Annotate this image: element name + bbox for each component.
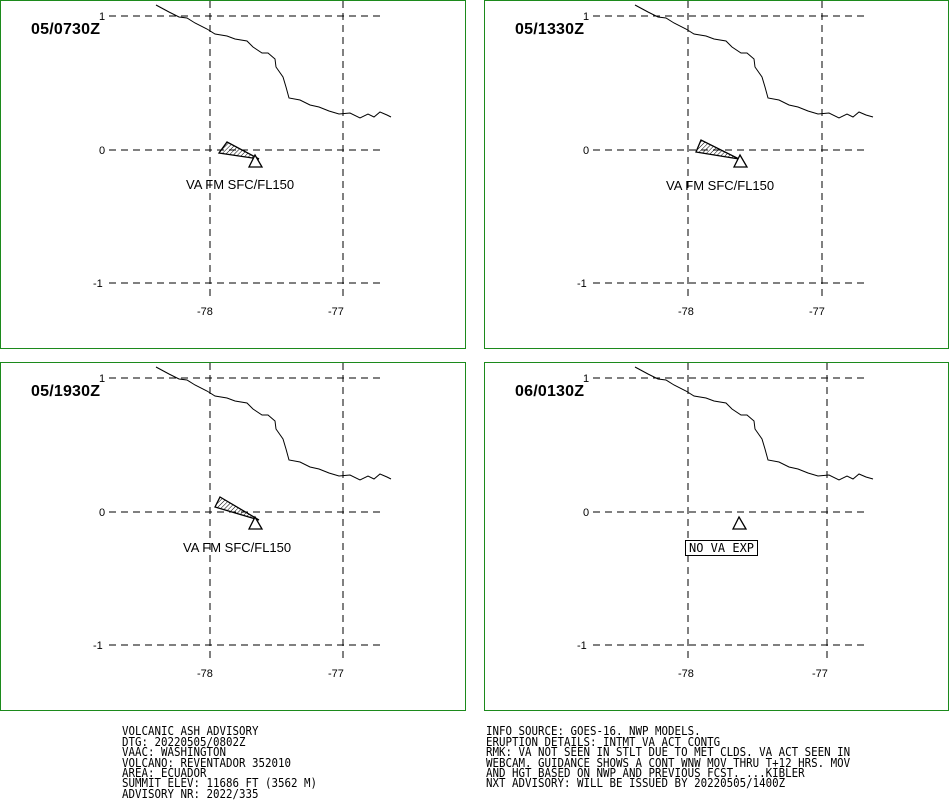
border-line bbox=[155, 366, 392, 481]
ash-plume-icon bbox=[217, 141, 260, 160]
lat-tick-0: 0 bbox=[583, 145, 589, 157]
panel-timestamp: 05/0730Z bbox=[31, 21, 101, 38]
advisory-line: ADVISORY NR: 2022/335 bbox=[122, 786, 259, 801]
map-svg-1: 1 0 -1 -78 -77 bbox=[93, 1, 392, 318]
map-svg-3: 1 0 -1 -78 -77 bbox=[93, 363, 392, 680]
forecast-panel-2: 1 0 -1 -78 -77 05/1330Z VA FM SFC/FL150 bbox=[484, 0, 949, 349]
volcano-icon bbox=[247, 515, 264, 530]
volcano-icon bbox=[732, 153, 749, 168]
lat-tick-minus1: -1 bbox=[577, 640, 587, 652]
advisory-line: SUMMIT ELEV: 11686 FT (3562 M) bbox=[122, 776, 318, 791]
advisory-line: VAAC: WASHINGTON bbox=[122, 745, 227, 760]
map-svg-2: 1 0 -1 -78 -77 bbox=[577, 1, 874, 318]
panel-timestamp: 06/0130Z bbox=[515, 383, 585, 400]
volcano-icon bbox=[731, 515, 748, 530]
ash-label: VA FM SFC/FL150 bbox=[186, 177, 295, 192]
ash-plume-icon bbox=[214, 496, 260, 521]
ash-label: VA FM SFC/FL150 bbox=[183, 540, 292, 555]
advisory-text-right: INFO SOURCE: GOES-16. NWP MODELS. ERUPTIO… bbox=[486, 716, 850, 799]
map-svg-4: 1 0 -1 -78 -77 bbox=[577, 363, 874, 680]
forecast-panel-1: 1 0 -1 -78 -77 05/0730Z VA FM SFC/FL150 bbox=[0, 0, 466, 349]
advisory-text-left: VOLCANIC ASH ADVISORY DTG: 20220505/0802Z… bbox=[122, 716, 317, 810]
border-line bbox=[634, 4, 874, 119]
advisory-line: DTG: 20220505/0802Z bbox=[122, 734, 246, 749]
ash-plume-icon bbox=[695, 139, 740, 160]
volcano-icon bbox=[247, 153, 264, 168]
lon-tick-78: -78 bbox=[678, 668, 694, 680]
advisory-line: NXT ADVISORY: WILL BE ISSUED BY 20220505… bbox=[486, 776, 786, 791]
lon-tick-77: -77 bbox=[328, 668, 344, 680]
advisory-line: WEBCAM. GUIDANCE SHOWS A CONT WNW MOV TH… bbox=[486, 755, 851, 770]
advisory-line: AREA: ECUADOR bbox=[122, 766, 207, 781]
lat-tick-minus1: -1 bbox=[577, 278, 587, 290]
lat-tick-1: 1 bbox=[583, 11, 589, 23]
lon-tick-77: -77 bbox=[812, 668, 828, 680]
forecast-panel-3: 1 0 -1 -78 -77 05/1930Z VA FM SFC/FL150 bbox=[0, 362, 466, 711]
lat-tick-0: 0 bbox=[99, 507, 105, 519]
lon-tick-77: -77 bbox=[809, 306, 825, 318]
lat-tick-minus1: -1 bbox=[93, 278, 103, 290]
no-ash-expected-label: NO VA EXP bbox=[685, 540, 759, 556]
forecast-panel-4: 1 0 -1 -78 -77 06/0130Z NO VA EXP bbox=[484, 362, 949, 711]
advisory-line: RMK: VA NOT SEEN IN STLT DUE TO MET CLDS… bbox=[486, 745, 851, 760]
advisory-line: INFO SOURCE: GOES-16. NWP MODELS. bbox=[486, 724, 701, 739]
advisory-line: ERUPTION DETAILS: INTMT VA ACT CONTG bbox=[486, 734, 721, 749]
lon-tick-78: -78 bbox=[678, 306, 694, 318]
advisory-line: VOLCANO: REVENTADOR 352010 bbox=[122, 755, 292, 770]
lat-tick-1: 1 bbox=[99, 373, 105, 385]
lon-tick-77: -77 bbox=[328, 306, 344, 318]
lat-tick-0: 0 bbox=[99, 145, 105, 157]
panel-timestamp: 05/1930Z bbox=[31, 383, 101, 400]
advisory-line: VOLCANIC ASH ADVISORY bbox=[122, 724, 259, 739]
lat-tick-1: 1 bbox=[99, 11, 105, 23]
border-line bbox=[155, 4, 392, 119]
lat-tick-0: 0 bbox=[583, 507, 589, 519]
panel-timestamp: 05/1330Z bbox=[515, 21, 585, 38]
ash-label: VA FM SFC/FL150 bbox=[666, 178, 775, 193]
lon-tick-78: -78 bbox=[197, 668, 213, 680]
border-line bbox=[634, 366, 874, 481]
advisory-line: AND HGT BASED ON NWP AND PREVIOUS FCST. … bbox=[486, 766, 805, 781]
lat-tick-1: 1 bbox=[583, 373, 589, 385]
lat-tick-minus1: -1 bbox=[93, 640, 103, 652]
lon-tick-78: -78 bbox=[197, 306, 213, 318]
